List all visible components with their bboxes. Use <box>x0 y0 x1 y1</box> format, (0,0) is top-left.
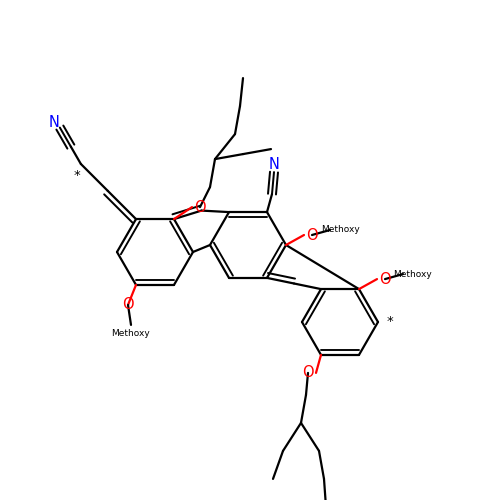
Text: N: N <box>268 156 280 172</box>
Text: Methoxy: Methoxy <box>320 226 360 234</box>
Text: O: O <box>306 228 318 242</box>
Text: N: N <box>48 115 60 130</box>
Text: O: O <box>194 200 206 214</box>
Text: O: O <box>302 366 314 380</box>
Text: Methoxy: Methoxy <box>394 270 432 278</box>
Text: O: O <box>122 298 134 312</box>
Text: *: * <box>74 170 80 182</box>
Text: *: * <box>386 316 394 328</box>
Text: Methoxy: Methoxy <box>112 330 150 338</box>
Text: O: O <box>379 272 391 286</box>
